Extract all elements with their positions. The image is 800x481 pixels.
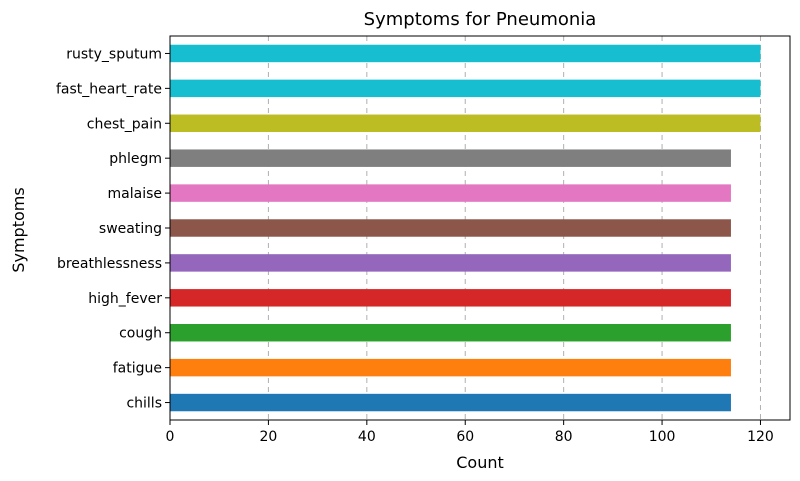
x-tick-label: 120: [747, 429, 774, 445]
bar-sweating: [170, 219, 731, 237]
y-tick-label: chills: [126, 396, 162, 412]
x-tick-label: 60: [456, 429, 474, 445]
y-axis-label: Symptoms: [9, 187, 28, 272]
y-axis-ticks: chills fatigue cough high_fever breathlessne…: [56, 46, 170, 412]
x-axis-ticks: 0 20 40 60 80 100 120: [166, 420, 774, 445]
bar-fatigue: [170, 358, 731, 377]
bars: [170, 44, 761, 412]
y-tick-label: high_fever: [88, 291, 162, 307]
bar-chest_pain: [170, 114, 761, 132]
y-tick-label: chest_pain: [87, 116, 162, 132]
x-tick-label: 100: [649, 429, 676, 445]
x-axis-label: Count: [456, 453, 504, 472]
bar-chills: [170, 393, 731, 412]
y-tick-label: phlegm: [109, 151, 162, 167]
bar-phlegm: [170, 149, 731, 167]
x-tick-label: 80: [555, 429, 573, 445]
bar-breathlessness: [170, 254, 731, 272]
x-tick-label: 40: [358, 429, 376, 445]
y-tick-label: breathlessness: [57, 256, 162, 272]
y-tick-label: malaise: [108, 186, 162, 202]
y-tick-label: fatigue: [113, 361, 162, 377]
y-tick-label: rusty_sputum: [66, 46, 162, 62]
y-tick-label: sweating: [99, 221, 162, 237]
bar-malaise: [170, 184, 731, 202]
y-tick-label: cough: [119, 326, 162, 342]
bar-rusty_sputum: [170, 44, 761, 63]
x-tick-label: 0: [166, 429, 175, 445]
bar-cough: [170, 324, 731, 342]
chart-title: Symptoms for Pneumonia: [364, 9, 597, 30]
bar-fast_heart_rate: [170, 79, 761, 98]
bar-high_fever: [170, 289, 731, 307]
x-tick-label: 20: [259, 429, 277, 445]
y-tick-label: fast_heart_rate: [56, 81, 162, 97]
